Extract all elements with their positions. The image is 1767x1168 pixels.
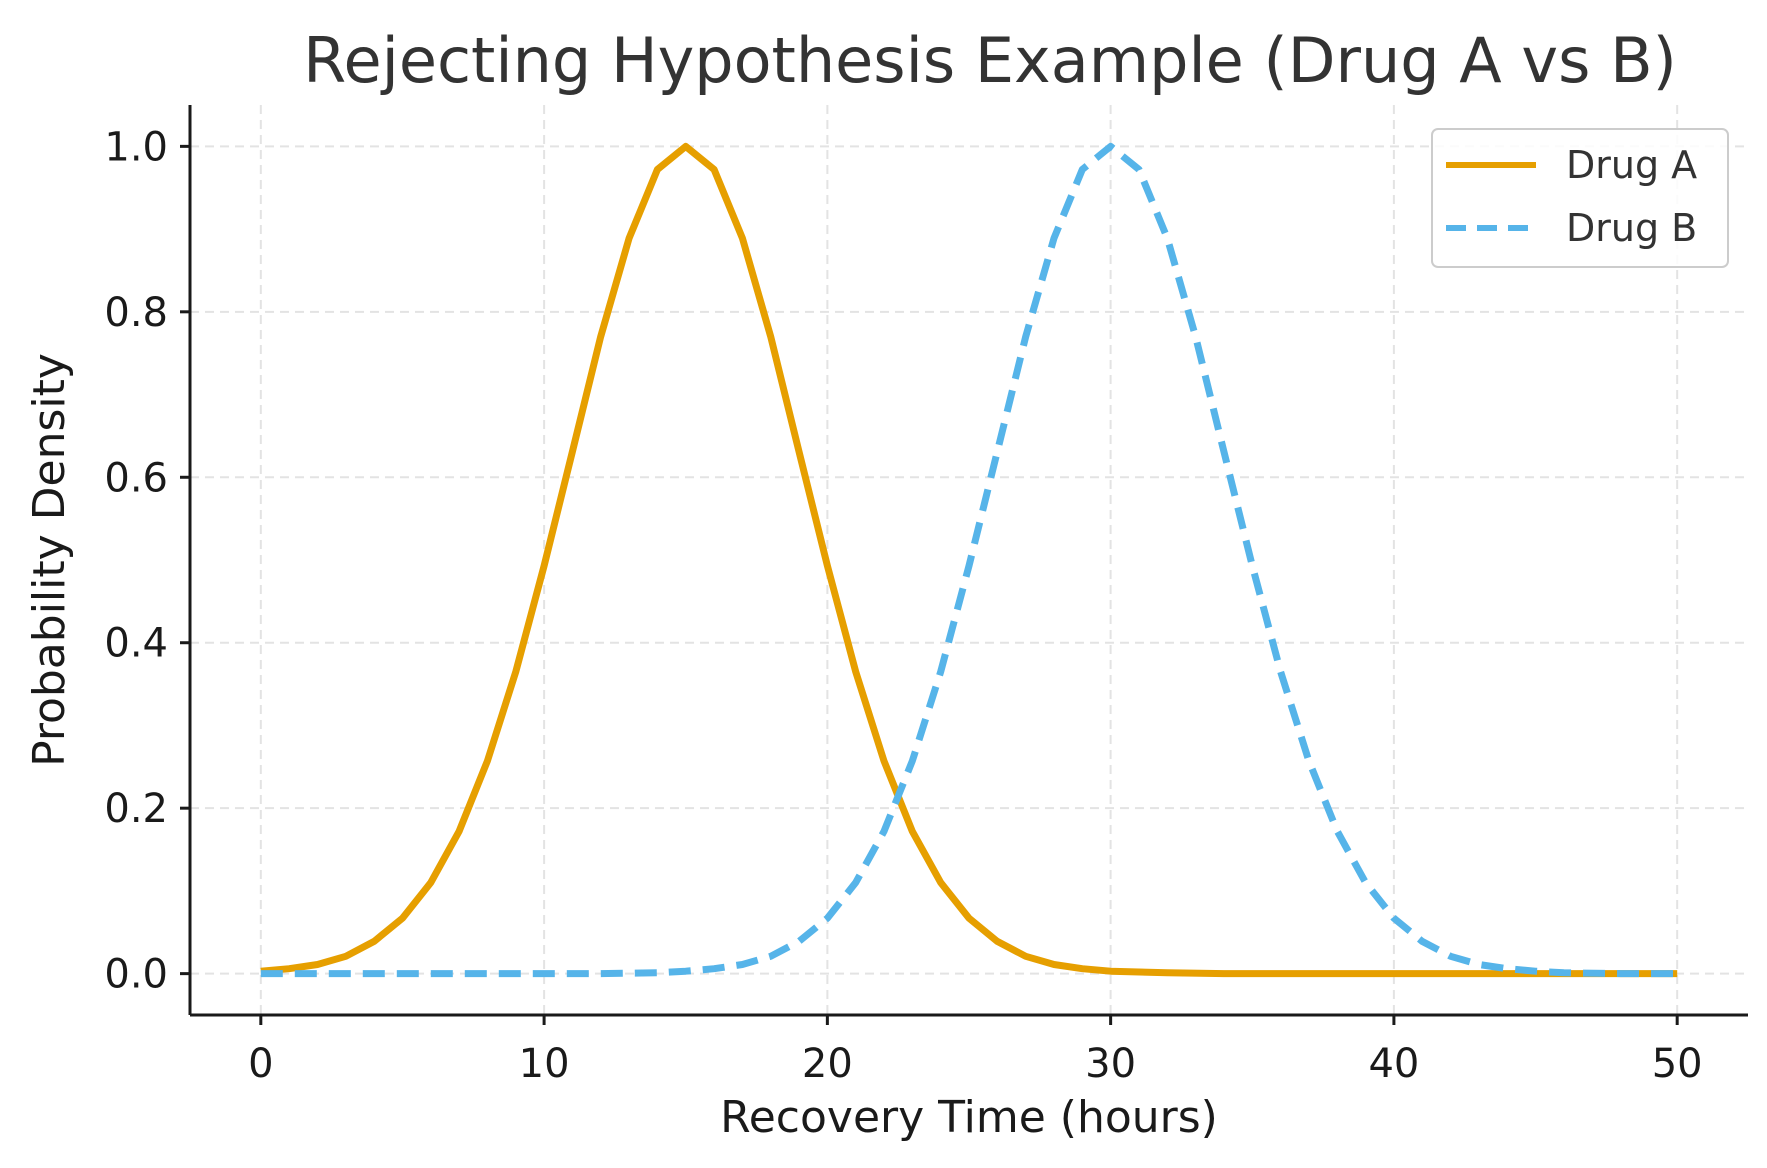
series-lines: [260, 142, 1678, 978]
legend-label-drug-a: Drug A: [1566, 143, 1697, 187]
x-tick-label: 20: [802, 1041, 853, 1087]
y-tick-label: 0.4: [104, 621, 168, 667]
series-line-drug-b: [260, 142, 1678, 978]
series-line-drug-a: [260, 142, 1678, 978]
y-tick-label: 0.0: [104, 952, 168, 998]
y-tick-label: 1.0: [104, 124, 168, 170]
legend: Drug A Drug B: [1431, 128, 1729, 268]
x-tick-label: 50: [1652, 1041, 1703, 1087]
y-tick-label: 0.2: [104, 786, 168, 832]
y-axis-label: Probability Density: [24, 353, 75, 767]
x-tick-label: 30: [1085, 1041, 1136, 1087]
chart-title: Rejecting Hypothesis Example (Drug A vs …: [303, 24, 1677, 97]
x-tick-label: 40: [1368, 1041, 1419, 1087]
y-tick-label: 0.8: [104, 290, 168, 336]
x-axis-label: Recovery Time (hours): [720, 1092, 1218, 1143]
legend-label-drug-b: Drug B: [1566, 206, 1697, 250]
axes-spines: [188, 105, 1748, 1017]
y-tick-label: 0.6: [104, 455, 168, 501]
x-tick-label: 0: [248, 1041, 273, 1087]
y-ticks: 0.0 0.2 0.4 0.6 0.8 1.0: [104, 124, 190, 998]
x-tick-label: 10: [519, 1041, 570, 1087]
x-ticks: 0 10 20 30 40 50: [248, 1015, 1703, 1087]
